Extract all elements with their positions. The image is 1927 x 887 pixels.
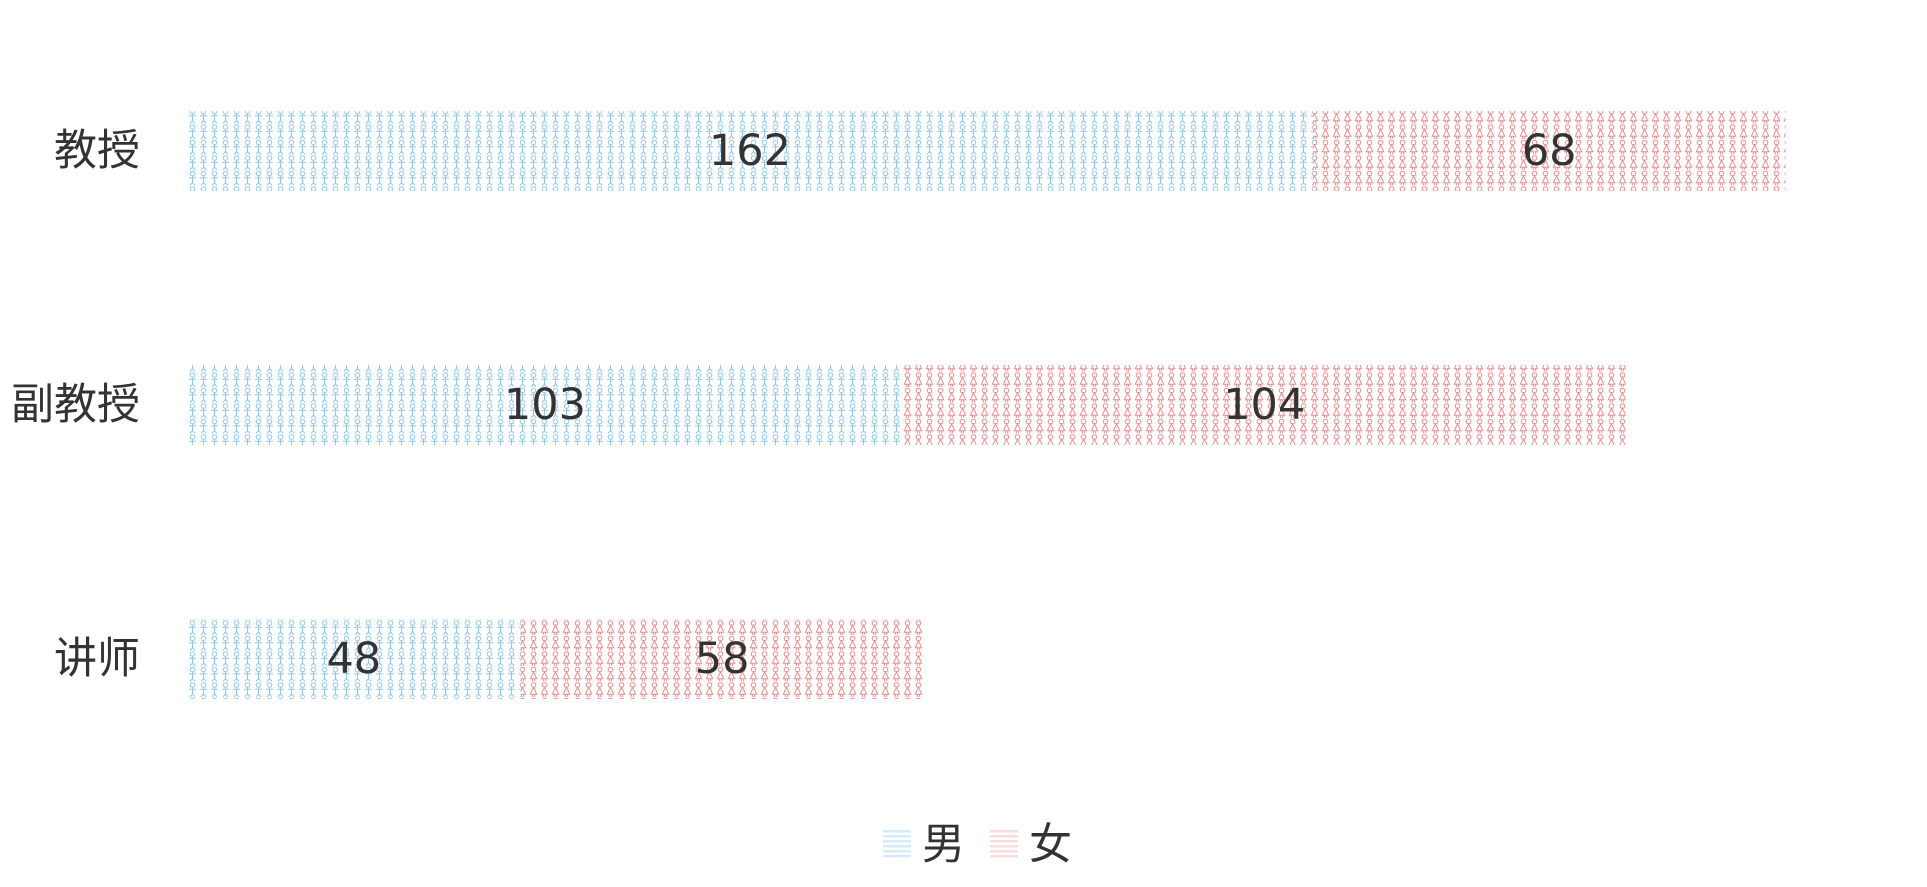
data-labels: 162 68 103 104 48 58 [326, 126, 1576, 684]
legend-swatch[interactable] [883, 830, 911, 858]
bar-segment [187, 111, 1313, 191]
bars-group [187, 111, 1786, 699]
data-label: 103 [504, 380, 586, 430]
bar-segment [1312, 111, 1786, 191]
legend: 男女 [883, 820, 1072, 870]
bar-segment [520, 619, 924, 699]
data-label: 68 [1522, 126, 1577, 176]
category-label: 教授 [54, 126, 140, 176]
data-label: 58 [695, 634, 750, 684]
legend-label[interactable]: 女 [1029, 820, 1072, 870]
bar-segment [187, 619, 521, 699]
data-label: 104 [1223, 380, 1305, 430]
bar-segment [902, 365, 1626, 445]
category-label: 副教授 [11, 380, 140, 430]
legend-label[interactable]: 男 [922, 820, 965, 870]
legend-swatch[interactable] [990, 830, 1018, 858]
data-label: 162 [709, 126, 791, 176]
data-label: 48 [326, 634, 381, 684]
bar-segment [187, 365, 903, 445]
category-label: 讲师 [54, 634, 140, 684]
